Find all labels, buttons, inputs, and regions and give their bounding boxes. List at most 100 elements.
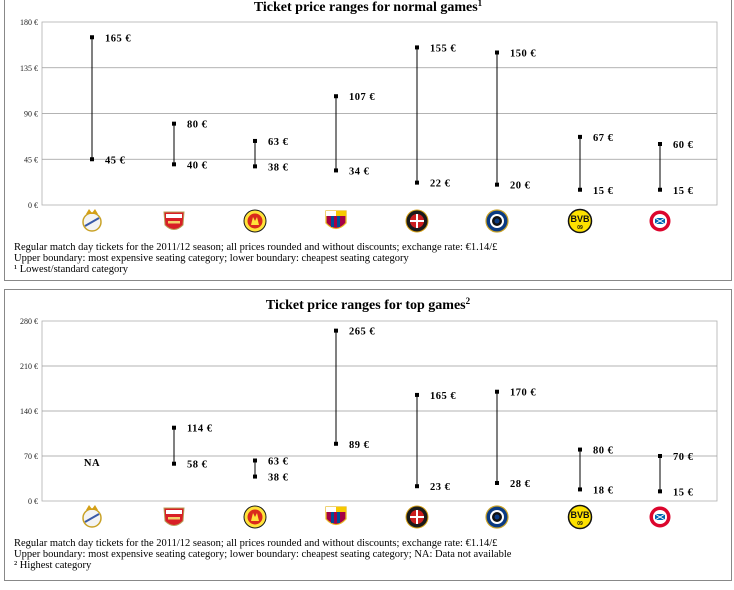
top-lower-marker (658, 489, 662, 494)
top-ac-milan-logo (405, 505, 429, 529)
top-bayern-munich-logo (648, 505, 672, 529)
normal-lower-label: 45 € (105, 155, 126, 166)
note-category: ¹ Lowest/standard category (14, 264, 128, 275)
normal-upper-marker (658, 142, 662, 146)
top-inter-milan-logo (485, 505, 509, 529)
top-y-tick-label: 0 € (28, 497, 38, 506)
top-y-tick-label: 70 € (24, 452, 38, 461)
normal-lower-label: 34 € (349, 166, 370, 177)
top-upper-marker (253, 458, 257, 463)
top-lower-label: 23 € (430, 482, 451, 493)
normal-lower-marker (172, 162, 176, 167)
note-season: Regular match day tickets for the 2011/1… (14, 538, 498, 549)
top-lower-label: 18 € (593, 485, 614, 496)
normal-y-tick-label: 90 € (24, 110, 38, 119)
normal-upper-label: 150 € (510, 49, 536, 60)
normal-lower-label: 38 € (268, 162, 289, 173)
normal-lower-marker (334, 168, 338, 173)
top-upper-label: 70 € (673, 452, 694, 463)
normal-fc-barcelona-logo (325, 210, 347, 230)
normal-games-chart: Ticket price ranges for normal games1 0 €… (20, 0, 718, 234)
normal-y-tick-label: 180 € (20, 18, 38, 27)
normal-upper-marker (495, 50, 499, 55)
normal-lower-marker (495, 182, 499, 187)
normal-games-panel: Ticket price ranges for normal games1 0 €… (4, 0, 732, 281)
normal-upper-marker (253, 138, 257, 143)
top-upper-label: 114 € (187, 424, 213, 435)
top-lower-marker (495, 481, 499, 485)
top-upper-marker (658, 454, 662, 458)
svg-text:BVB: BVB (570, 214, 590, 224)
top-upper-label: 170 € (510, 388, 536, 399)
top-lower-label: 58 € (187, 460, 208, 471)
top-lower-marker (578, 487, 582, 492)
normal-games-notes: Regular match day tickets for the 2011/1… (14, 242, 497, 275)
top-lower-label: 28 € (510, 479, 531, 490)
normal-ac-milan-logo (405, 209, 429, 233)
top-upper-label: 265 € (349, 327, 375, 338)
top-upper-marker (172, 425, 176, 430)
note-category: ² Highest category (14, 560, 92, 571)
top-chart-title: Ticket price ranges for top games2 (266, 296, 471, 313)
normal-chart-title: Ticket price ranges for normal games1 (254, 0, 483, 15)
svg-text:09: 09 (577, 521, 583, 527)
top-lower-marker (253, 474, 257, 479)
top-upper-label: 63 € (268, 457, 289, 468)
normal-upper-label: 165 € (105, 33, 131, 44)
top-lower-marker (172, 461, 176, 466)
normal-lower-label: 15 € (673, 186, 694, 197)
top-upper-marker (495, 389, 499, 394)
normal-y-tick-label: 45 € (24, 155, 38, 164)
normal-arsenal-logo (163, 211, 185, 230)
top-upper-marker (415, 392, 419, 397)
normal-upper-label: 67 € (593, 133, 614, 144)
top-lower-label: 89 € (349, 440, 370, 451)
normal-lower-marker (415, 180, 419, 185)
top-games-notes: Regular match day tickets for the 2011/1… (14, 538, 511, 571)
normal-lower-label: 15 € (593, 186, 614, 197)
normal-y-tick-label: 0 € (28, 201, 38, 210)
note-boundaries: Upper boundary: most expensive seating c… (14, 549, 512, 560)
top-y-tick-label: 140 € (20, 407, 38, 416)
top-real-madrid-logo (82, 505, 102, 528)
note-boundaries: Upper boundary: most expensive seating c… (14, 253, 409, 264)
top-lower-marker (334, 441, 338, 446)
top-games-chart: Ticket price ranges for top games2 0 € 70 … (20, 296, 718, 530)
normal-lower-marker (658, 187, 662, 192)
normal-upper-marker (90, 35, 94, 40)
top-lower-label: 15 € (673, 487, 694, 498)
normal-upper-marker (334, 94, 338, 99)
normal-bayern-munich-logo (648, 209, 672, 233)
normal-upper-label: 60 € (673, 140, 694, 151)
normal-lower-label: 40 € (187, 160, 208, 171)
normal-lower-label: 20 € (510, 181, 531, 192)
normal-lower-marker (578, 187, 582, 192)
top-y-tick-label: 280 € (20, 317, 38, 326)
top-upper-marker (578, 447, 582, 452)
top-arsenal-logo (163, 507, 185, 526)
top-upper-marker (334, 328, 338, 333)
normal-inter-milan-logo (485, 209, 509, 233)
normal-lower-marker (90, 157, 94, 162)
svg-text:09: 09 (577, 225, 583, 231)
normal-upper-marker (415, 45, 419, 50)
normal-upper-label: 155 € (430, 43, 456, 54)
top-games-panel: Ticket price ranges for top games2 0 € 70 … (4, 289, 732, 581)
normal-lower-marker (253, 164, 257, 169)
top-y-tick-label: 210 € (20, 362, 38, 371)
normal-upper-label: 107 € (349, 92, 375, 103)
normal-upper-label: 80 € (187, 120, 208, 131)
top-lower-marker (415, 484, 419, 489)
top-manchester-united-logo (243, 505, 267, 529)
normal-upper-marker (172, 121, 176, 126)
normal-real-madrid-logo (82, 209, 102, 232)
top-upper-label: 165 € (430, 391, 456, 402)
top-lower-label: 38 € (268, 473, 289, 484)
svg-text:BVB: BVB (570, 510, 590, 520)
normal-upper-marker (578, 134, 582, 139)
top-fc-barcelona-logo (325, 506, 347, 526)
normal-upper-label: 63 € (268, 137, 289, 148)
normal-manchester-united-logo (243, 209, 267, 233)
